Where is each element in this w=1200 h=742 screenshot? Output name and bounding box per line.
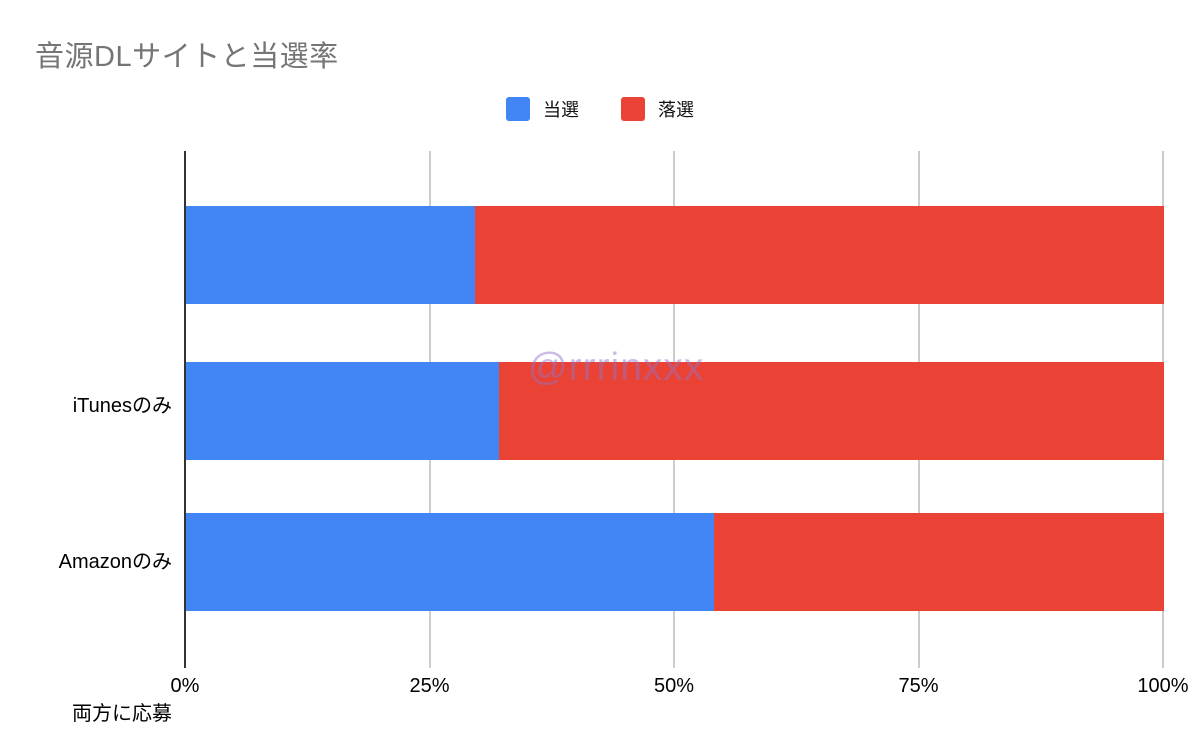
legend-label-won: 当選	[543, 100, 579, 120]
bar-segment-lost	[714, 513, 1164, 611]
bar-segment-lost	[498, 362, 1164, 460]
won-color-swatch	[506, 97, 530, 121]
x-tick-label: 100%	[1137, 675, 1189, 697]
legend-label-lost: 落選	[658, 100, 694, 120]
watermark-text: @rrrinxxx	[528, 346, 705, 389]
lost-color-swatch	[621, 97, 645, 121]
legend-item-lost: 落選	[621, 96, 694, 122]
bar-row	[186, 362, 1164, 460]
legend: 当選 落選	[0, 96, 1200, 122]
bar-row	[186, 206, 1164, 304]
x-tick-label: 0%	[170, 675, 200, 697]
chart-title: 音源DLサイトと当選率	[35, 41, 339, 73]
legend-item-won: 当選	[506, 96, 579, 122]
x-tick-label: 75%	[898, 675, 939, 697]
category-label: 両方に応募	[72, 703, 172, 725]
bar-segment-lost	[474, 206, 1164, 304]
plot-area: iTunesのみ Amazonのみ 両方に応募 0% 25% 50% 75% 1…	[59, 151, 1189, 725]
bar-row	[186, 513, 1164, 611]
y-axis-line	[184, 151, 186, 668]
category-label: Amazonのみ	[58, 551, 172, 573]
x-tick-label: 50%	[653, 675, 695, 697]
x-tick-label: 25%	[409, 675, 450, 697]
category-label: iTunesのみ	[72, 395, 172, 417]
bar-segment-won	[186, 206, 475, 304]
bar-segment-won	[186, 362, 499, 460]
bar-segment-won	[186, 513, 715, 611]
